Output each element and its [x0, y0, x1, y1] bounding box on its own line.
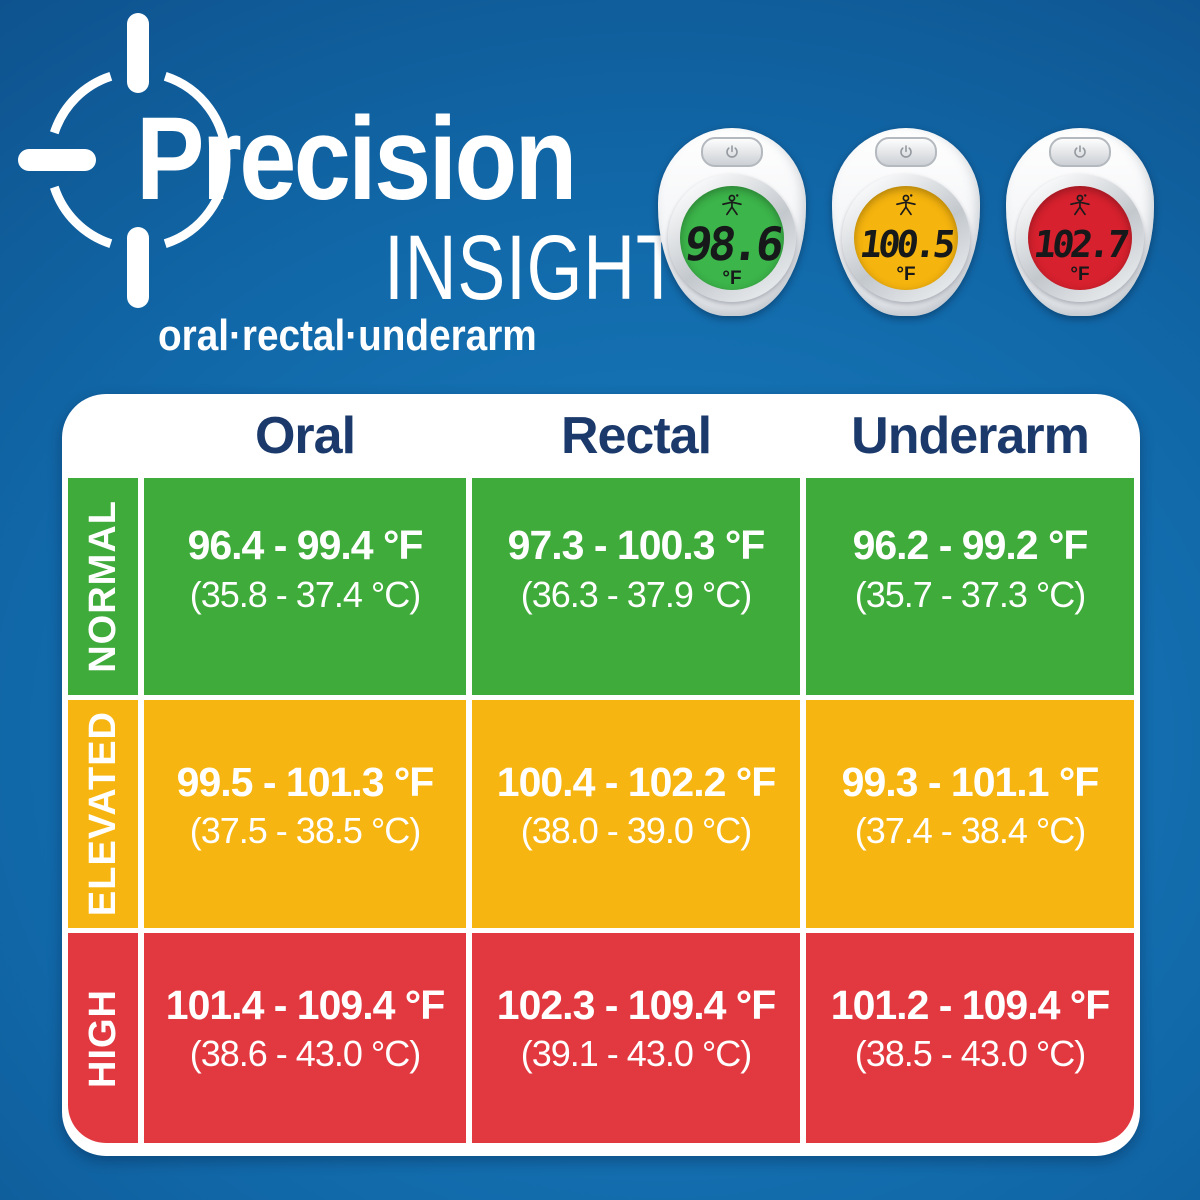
table-cell-high-oral: 101.4 - 109.4 °F (38.6 - 43.0 °C) [144, 933, 466, 1143]
table-cell-elevated-underarm: 99.3 - 101.1 °F (37.4 - 38.4 °C) [806, 700, 1134, 928]
temperature-reading: 98.6 [681, 217, 783, 271]
table-cell-elevated-oral: 99.5 - 101.3 °F (37.5 - 38.5 °C) [144, 700, 466, 928]
thermometer-row: 98.6 °F [658, 128, 1154, 316]
celsius-range: (35.7 - 37.3 °C) [854, 573, 1086, 615]
person-icon [1069, 194, 1090, 216]
column-header-underarm: Underarm [851, 407, 1090, 465]
table-cell-high-underarm: 101.2 - 109.4 °F (38.5 - 43.0 °C) [806, 933, 1134, 1143]
fahrenheit-range: 97.3 - 100.3 °F [507, 522, 766, 569]
fahrenheit-range: 100.4 - 102.2 °F [496, 758, 776, 805]
temperature-table: Oral Rectal Underarm NORMAL 96.4 - 99.4 … [62, 394, 1140, 1156]
table-cell-elevated-rectal: 100.4 - 102.2 °F (38.0 - 39.0 °C) [472, 700, 800, 928]
power-icon [726, 145, 738, 158]
celsius-range: (38.5 - 43.0 °C) [854, 1033, 1086, 1075]
fahrenheit-range: 99.5 - 101.3 °F [176, 758, 435, 805]
row-label-text: HIGH [81, 988, 124, 1088]
celsius-range: (37.5 - 38.5 °C) [189, 810, 421, 852]
person-icon [895, 194, 916, 216]
table-grid: NORMAL 96.4 - 99.4 °F (35.8 - 37.4 °C) 9… [62, 478, 1140, 1152]
fahrenheit-range: 101.4 - 109.4 °F [165, 981, 445, 1028]
thermometer-elevated: 100.5 °F [832, 128, 980, 316]
display-face: 100.5 °F [854, 186, 958, 290]
temperature-unit: °F [896, 264, 916, 285]
thermometer-high: 102.7 °F [1006, 128, 1154, 316]
power-button [875, 137, 937, 167]
celsius-range: (39.1 - 43.0 °C) [520, 1033, 752, 1075]
power-button [701, 137, 763, 167]
celsius-range: (36.3 - 37.9 °C) [520, 573, 752, 615]
fahrenheit-range: 102.3 - 109.4 °F [496, 981, 776, 1028]
brand-name: Precision [136, 93, 577, 225]
thermometer-normal: 98.6 °F [658, 128, 806, 316]
fahrenheit-range: 96.4 - 99.4 °F [187, 522, 424, 569]
fahrenheit-range: 101.2 - 109.4 °F [830, 981, 1110, 1028]
column-header-rectal: Rectal [560, 407, 712, 465]
brand-subname: INSIGHT [384, 217, 681, 319]
row-label-text: ELEVATED [81, 711, 124, 917]
table-header: Oral Rectal Underarm [62, 394, 1140, 478]
brand-tagline: oral·rectal·underarm [158, 311, 537, 360]
table-cell-normal-underarm: 96.2 - 99.2 °F (35.7 - 37.3 °C) [806, 478, 1134, 695]
table-cell-normal-rectal: 97.3 - 100.3 °F (36.3 - 37.9 °C) [472, 478, 800, 695]
row-label-text: NORMAL [81, 500, 124, 673]
temperature-unit: °F [722, 268, 742, 289]
power-button [1049, 137, 1111, 167]
power-icon [1074, 145, 1086, 158]
table-cell-high-rectal: 102.3 - 109.4 °F (39.1 - 43.0 °C) [472, 933, 800, 1143]
display-rim: 100.5 °F [842, 174, 970, 302]
temperature-reading: 102.7 [1031, 223, 1129, 266]
row-label-high: HIGH [68, 933, 138, 1143]
power-icon [900, 145, 912, 158]
row-label-elevated: ELEVATED [68, 700, 138, 928]
crosshair-logo-icon [18, 13, 231, 308]
celsius-range: (38.0 - 39.0 °C) [520, 810, 752, 852]
display-rim: 102.7 °F [1016, 174, 1144, 302]
display-face: 102.7 °F [1028, 186, 1132, 290]
temperature-reading: 100.5 [857, 223, 955, 266]
display-rim: 98.6 °F [668, 174, 796, 302]
celsius-range: (35.8 - 37.4 °C) [189, 573, 421, 615]
table-cell-normal-oral: 96.4 - 99.4 °F (35.8 - 37.4 °C) [144, 478, 466, 695]
celsius-range: (37.4 - 38.4 °C) [854, 810, 1086, 852]
display-face: 98.6 °F [680, 186, 784, 290]
column-header-oral: Oral [254, 407, 356, 465]
celsius-range: (38.6 - 43.0 °C) [189, 1033, 421, 1075]
person-icon [721, 194, 742, 216]
fahrenheit-range: 96.2 - 99.2 °F [852, 522, 1089, 569]
row-label-normal: NORMAL [68, 478, 138, 695]
temperature-unit: °F [1070, 264, 1090, 285]
fahrenheit-range: 99.3 - 101.1 °F [841, 758, 1100, 805]
